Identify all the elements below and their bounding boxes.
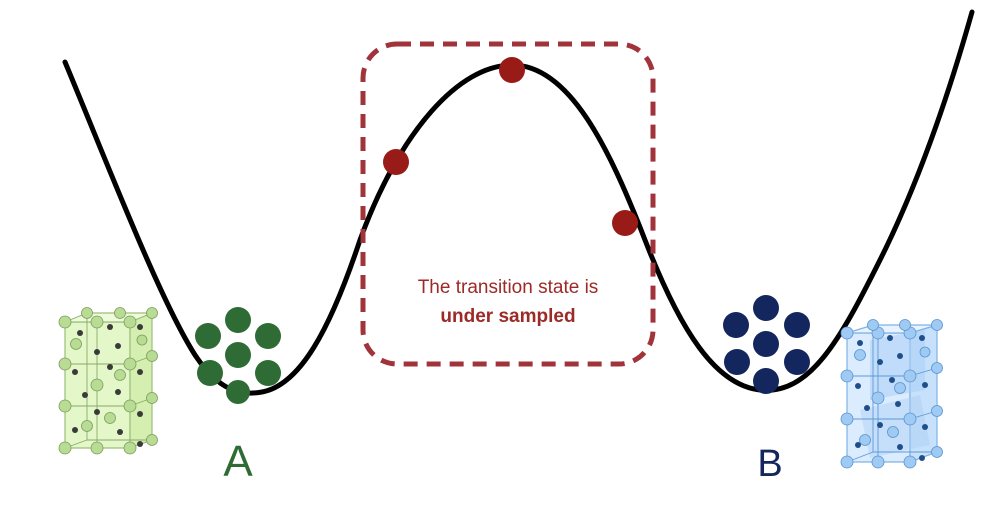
state-b-sample (753, 368, 779, 394)
state-b-sample (784, 349, 810, 375)
state-a-sample (195, 323, 221, 349)
state-a-sample (255, 360, 281, 386)
annotation-line-1: The transition state is (418, 277, 599, 298)
state-a-sample (225, 342, 251, 368)
state-b-sample (784, 312, 810, 338)
state-a-sample (225, 307, 251, 333)
state-a-sample (226, 380, 250, 404)
transition-point (383, 149, 409, 175)
crystal-lattice-icon (58, 307, 158, 455)
transition-point (612, 210, 638, 236)
state-a-samples (195, 307, 281, 404)
state-a-sample (197, 360, 223, 386)
state-b-samples (723, 295, 810, 394)
annotation-line-2: under sampled (440, 306, 575, 327)
transition-point (499, 57, 525, 83)
transition-state-box (360, 41, 656, 367)
state-a-label: A (223, 437, 253, 486)
state-b-sample (753, 331, 779, 357)
state-b-sample (723, 312, 749, 338)
crystal-lattice-icon (840, 319, 943, 469)
state-b-label: B (757, 443, 782, 485)
state-b-sample (753, 295, 779, 321)
state-a-sample (255, 323, 281, 349)
state-b-sample (724, 349, 750, 375)
